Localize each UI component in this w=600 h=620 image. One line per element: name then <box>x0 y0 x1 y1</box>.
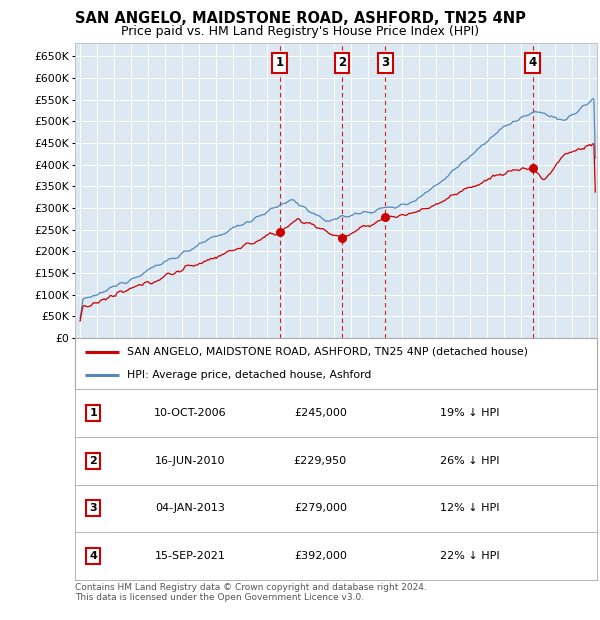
Text: Contains HM Land Registry data © Crown copyright and database right 2024.: Contains HM Land Registry data © Crown c… <box>75 583 427 592</box>
Text: £229,950: £229,950 <box>294 456 347 466</box>
Text: 22% ↓ HPI: 22% ↓ HPI <box>440 551 500 561</box>
Text: SAN ANGELO, MAIDSTONE ROAD, ASHFORD, TN25 4NP (detached house): SAN ANGELO, MAIDSTONE ROAD, ASHFORD, TN2… <box>127 347 528 356</box>
Text: 10-OCT-2006: 10-OCT-2006 <box>154 408 226 418</box>
Text: 19% ↓ HPI: 19% ↓ HPI <box>440 408 500 418</box>
Text: 26% ↓ HPI: 26% ↓ HPI <box>440 456 500 466</box>
Text: 1: 1 <box>275 56 284 69</box>
Text: 4: 4 <box>89 551 97 561</box>
Text: HPI: Average price, detached house, Ashford: HPI: Average price, detached house, Ashf… <box>127 371 371 381</box>
Text: 3: 3 <box>381 56 389 69</box>
Text: 12% ↓ HPI: 12% ↓ HPI <box>440 503 500 513</box>
Text: 15-SEP-2021: 15-SEP-2021 <box>154 551 225 561</box>
Text: £392,000: £392,000 <box>294 551 347 561</box>
Text: £245,000: £245,000 <box>294 408 347 418</box>
Text: 16-JUN-2010: 16-JUN-2010 <box>155 456 225 466</box>
Text: 3: 3 <box>89 503 97 513</box>
Text: 2: 2 <box>89 456 97 466</box>
Text: 2: 2 <box>338 56 346 69</box>
Text: 1: 1 <box>89 408 97 418</box>
Text: Price paid vs. HM Land Registry's House Price Index (HPI): Price paid vs. HM Land Registry's House … <box>121 25 479 38</box>
Text: 4: 4 <box>529 56 537 69</box>
Text: SAN ANGELO, MAIDSTONE ROAD, ASHFORD, TN25 4NP: SAN ANGELO, MAIDSTONE ROAD, ASHFORD, TN2… <box>74 11 526 26</box>
Text: 04-JAN-2013: 04-JAN-2013 <box>155 503 225 513</box>
Text: This data is licensed under the Open Government Licence v3.0.: This data is licensed under the Open Gov… <box>75 593 364 603</box>
Text: £279,000: £279,000 <box>294 503 347 513</box>
